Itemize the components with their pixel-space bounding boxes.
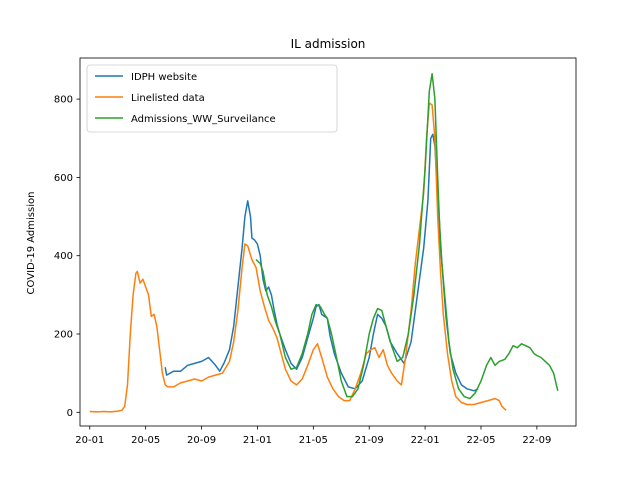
series-line-1 [164,133,479,392]
legend-label-2: Linelisted data [131,93,205,104]
chart-title: IL admission [291,37,366,51]
x-tick-label: 21-09 [355,435,384,446]
y-tick-label: 600 [54,173,73,184]
series-line-3 [255,72,559,400]
x-tick-label: 21-01 [243,435,272,446]
x-tick-label: 22-01 [411,435,440,446]
y-tick-label: 400 [54,251,73,262]
legend-box [86,64,338,133]
plot-frame [79,57,577,427]
series-line-2 [89,102,507,413]
y-tick-label: 0 [67,408,73,419]
x-tick-label: 21-05 [299,435,328,446]
legend-label-3: Admissions_WW_Surveilance [131,114,276,125]
x-tick-label: 20-01 [75,435,104,446]
x-tick-label: 22-09 [522,435,551,446]
legend: IDPH website Linelisted data Admissions_WW… [86,64,338,133]
x-tick-label: 20-05 [131,435,160,446]
x-tick-label: 22-05 [466,435,495,446]
plot-area [89,72,559,413]
y-tick-label: 200 [54,330,73,341]
legend-label-1: IDPH website [131,72,197,83]
x-tick-label: 20-09 [187,435,216,446]
y-axis-label: COVID-19 Admission [26,192,37,295]
y-tick-label: 800 [54,95,73,106]
axes: 20-01 20-05 20-09 21-01 21-05 21-09 22-01 22-05… [54,57,577,446]
